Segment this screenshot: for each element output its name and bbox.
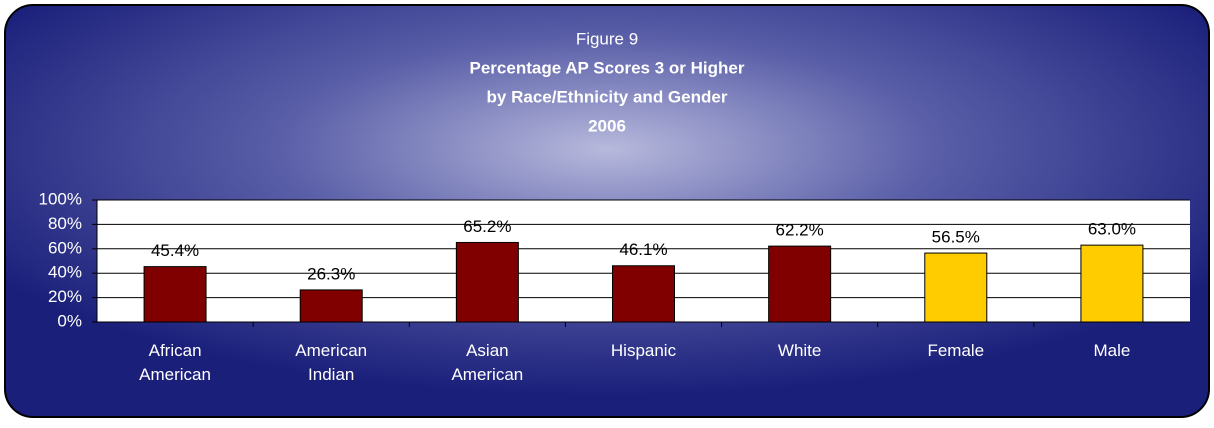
y-tick-label: 40% xyxy=(48,263,82,282)
bar xyxy=(143,266,207,323)
bar xyxy=(455,241,519,323)
value-label: 45.4% xyxy=(151,241,199,260)
chart-title: 2006 xyxy=(588,116,626,135)
chart-title: by Race/Ethnicity and Gender xyxy=(487,87,728,106)
chart-title: Percentage AP Scores 3 or Higher xyxy=(470,58,745,77)
bar xyxy=(299,289,363,323)
x-tick-label: Male xyxy=(1093,341,1130,360)
value-label: 63.0% xyxy=(1088,220,1136,239)
x-tick-label: Hispanic xyxy=(611,341,677,360)
y-tick-label: 80% xyxy=(48,214,82,233)
value-label: 56.5% xyxy=(932,228,980,247)
chart-title: Figure 9 xyxy=(576,29,638,48)
x-tick-label: African American xyxy=(139,341,211,384)
bar xyxy=(612,265,675,323)
y-tick-label: 0% xyxy=(57,311,82,330)
x-tick-label: Asian American xyxy=(451,341,523,384)
y-tick-label: 60% xyxy=(48,238,82,257)
x-tick-label: White xyxy=(778,341,821,360)
x-tick-label: American Indian xyxy=(295,341,367,384)
x-tick-label: Female xyxy=(927,341,984,360)
bar xyxy=(924,252,988,323)
bar xyxy=(768,245,832,323)
value-label: 46.1% xyxy=(619,240,667,259)
y-tick-label: 20% xyxy=(48,287,82,306)
value-label: 26.3% xyxy=(307,264,355,283)
value-label: 65.2% xyxy=(463,217,511,236)
value-label: 62.2% xyxy=(776,221,824,240)
bar xyxy=(1080,244,1144,323)
y-tick-label: 100% xyxy=(39,189,82,208)
